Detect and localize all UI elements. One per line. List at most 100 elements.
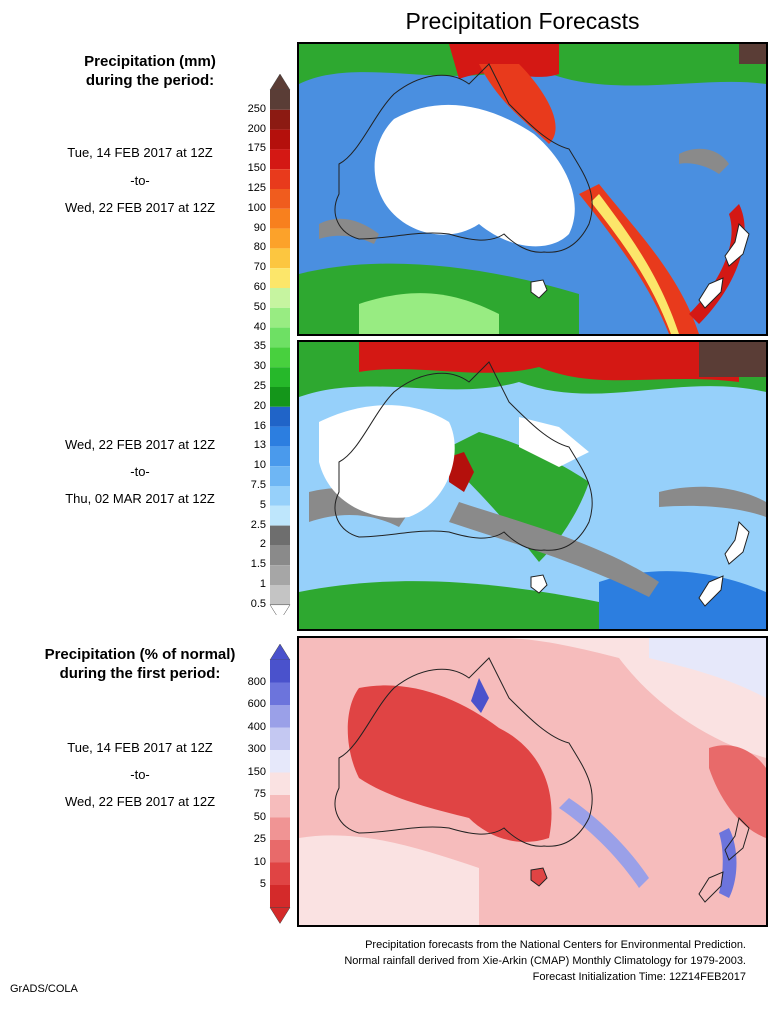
colorbar-label: 800 xyxy=(247,675,266,688)
page-title: Precipitation Forecasts xyxy=(405,8,640,34)
colorbar-segment xyxy=(270,189,290,209)
colorbar-segment xyxy=(270,446,290,467)
precip-header-line2: during the period: xyxy=(85,72,215,89)
pct-header: Precipitation (% of normal) during the f… xyxy=(20,645,260,683)
colorbar-segment xyxy=(270,862,290,885)
colorbar-label: 7.5 xyxy=(250,479,266,491)
colorbar-segment xyxy=(270,426,290,447)
colorbar-segment xyxy=(270,367,290,387)
precip-header: Precipitation (mm) during the period: xyxy=(30,52,270,90)
footer: Precipitation forecasts from the Nationa… xyxy=(246,937,746,985)
colorbar-segment xyxy=(270,585,290,605)
colorbar-label: 75 xyxy=(253,788,266,800)
colorbar-segment xyxy=(270,288,290,308)
colorbar-label: 5 xyxy=(259,498,266,511)
colorbar-label: 80 xyxy=(253,241,266,254)
colorbar-segment xyxy=(270,466,290,486)
colorbar-label: 300 xyxy=(247,743,266,755)
colorbar-bottom-arrow xyxy=(269,604,291,615)
colorbar-segment xyxy=(270,505,290,526)
colorbar-label: 30 xyxy=(253,360,266,373)
colorbar-segment xyxy=(270,727,290,750)
colorbar-label: 40 xyxy=(253,320,266,333)
colorbar-segment xyxy=(270,545,290,566)
colorbar-label: 150 xyxy=(247,162,266,175)
colorbar-segment xyxy=(270,750,290,773)
period2-end: Thu, 02 MAR 2017 at 12Z xyxy=(65,491,215,506)
colorbar-segment xyxy=(270,817,290,840)
colorbar-segment xyxy=(270,486,290,506)
period2-start: Wed, 22 FEB 2017 at 12Z xyxy=(64,437,216,452)
period3-sep: -to- xyxy=(130,767,150,782)
colorbar-label: 50 xyxy=(253,810,266,823)
period3-start: Tue, 14 FEB 2017 at 12Z xyxy=(67,740,213,755)
credit: GrADS/COLA xyxy=(10,983,78,995)
colorbar-segment xyxy=(270,682,290,705)
colorbar-label: 175 xyxy=(247,142,266,155)
colorbar-segment xyxy=(270,885,290,908)
pct-colorbar xyxy=(269,643,291,924)
colorbar-label: 60 xyxy=(253,281,266,293)
colorbar-segment xyxy=(270,795,290,818)
period3-end: Wed, 22 FEB 2017 at 12Z xyxy=(64,794,216,809)
precip-colorbar xyxy=(269,73,291,615)
colorbar-label: 10 xyxy=(253,855,266,868)
pct-header-line2: during the first period: xyxy=(59,665,221,682)
colorbar-label: 70 xyxy=(253,261,266,274)
footer-line2: Normal rainfall derived from Xie-Arkin (… xyxy=(344,955,746,967)
colorbar-segment xyxy=(270,228,290,249)
period2-sep: -to- xyxy=(130,464,150,479)
colorbar-segment xyxy=(270,307,290,328)
colorbar-segment xyxy=(270,705,290,728)
period1-sep: -to- xyxy=(130,173,150,188)
colorbar-segment xyxy=(270,772,290,795)
colorbar-segment xyxy=(270,129,290,150)
footer-line3: Forecast Initialization Time: 12Z14FEB20… xyxy=(532,971,746,983)
colorbar-label: 13 xyxy=(253,439,266,452)
colorbar-label: 1.5 xyxy=(250,558,266,571)
colorbar-label: 90 xyxy=(253,221,266,234)
colorbar-label: 5 xyxy=(259,878,266,890)
colorbar-label: 600 xyxy=(247,698,266,710)
colorbar-label: 25 xyxy=(253,833,266,845)
colorbar-label: 50 xyxy=(253,300,266,313)
precip-header-line1: Precipitation (mm) xyxy=(84,53,216,70)
colorbar-label: 1 xyxy=(259,578,266,590)
colorbar-label: 2 xyxy=(259,538,266,551)
colorbar-segment xyxy=(270,565,290,585)
colorbar-segment xyxy=(270,268,290,288)
colorbar-segment xyxy=(270,90,290,110)
colorbar-top-arrow xyxy=(269,73,291,91)
precip-map-period2 xyxy=(297,340,768,631)
colorbar-segment xyxy=(270,840,290,863)
colorbar-label: 10 xyxy=(253,459,266,472)
pct-header-line1: Precipitation (% of normal) xyxy=(44,646,236,663)
colorbar-segment xyxy=(270,387,290,407)
colorbar-label: 35 xyxy=(253,340,266,353)
colorbar-segment xyxy=(270,208,290,229)
colorbar-segment xyxy=(270,248,290,269)
colorbar-label: 250 xyxy=(247,102,266,115)
colorbar-label: 20 xyxy=(253,399,266,412)
colorbar-label: 400 xyxy=(247,720,266,733)
colorbar-top-arrow xyxy=(269,643,291,661)
percent-normal-map xyxy=(297,636,768,927)
colorbar-segment xyxy=(270,109,290,130)
footer-line1: Precipitation forecasts from the Nationa… xyxy=(365,939,746,951)
colorbar-label: 16 xyxy=(253,419,266,432)
colorbar-segment xyxy=(270,149,290,170)
colorbar-segment xyxy=(270,169,290,189)
colorbar-label: 0.5 xyxy=(250,597,266,610)
period1-start: Tue, 14 FEB 2017 at 12Z xyxy=(67,145,213,160)
period1-end: Wed, 22 FEB 2017 at 12Z xyxy=(64,200,216,215)
precip-map-period1 xyxy=(297,42,768,336)
colorbar-segment xyxy=(270,347,290,368)
colorbar-bottom-arrow xyxy=(269,907,291,924)
colorbar-segment xyxy=(270,327,290,348)
colorbar-segment xyxy=(270,406,290,427)
colorbar-label: 200 xyxy=(247,122,266,135)
colorbar-segment xyxy=(270,660,290,683)
colorbar-label: 25 xyxy=(253,380,266,392)
colorbar-segment xyxy=(270,525,290,546)
colorbar-label: 150 xyxy=(247,765,266,778)
